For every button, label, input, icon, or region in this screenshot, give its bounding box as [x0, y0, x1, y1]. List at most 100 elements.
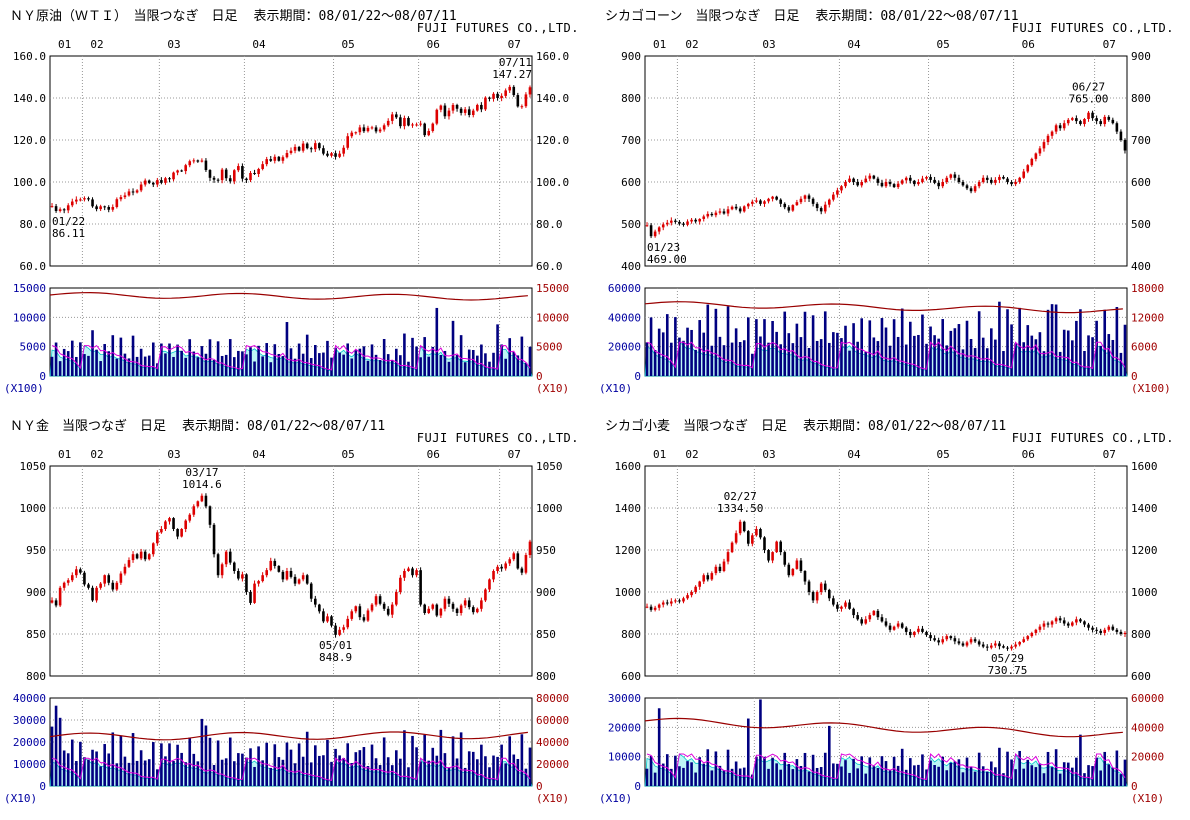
- svg-text:160.0: 160.0: [13, 50, 46, 63]
- svg-text:01: 01: [58, 38, 71, 51]
- svg-text:147.27: 147.27: [492, 68, 532, 81]
- svg-text:06/27: 06/27: [1072, 81, 1105, 94]
- oi-line: [51, 757, 531, 781]
- svg-text:730.75: 730.75: [988, 664, 1028, 677]
- price-volume-chart: 1050 1050 1000 1000 950 950 900 900 850 850 800 800…: [4, 448, 569, 805]
- month-labels: 01 02 03 04 05 06 07: [653, 448, 1116, 461]
- volume-panel: [49, 291, 533, 377]
- svg-text:18000: 18000: [1131, 282, 1164, 295]
- svg-text:07: 07: [508, 448, 521, 461]
- company-name: FUJI FUTURES CO.,LTD.: [1011, 431, 1174, 445]
- svg-text:02/27: 02/27: [724, 490, 757, 503]
- svg-text:140.0: 140.0: [536, 92, 569, 105]
- svg-text:500: 500: [621, 218, 641, 231]
- svg-text:400: 400: [1131, 260, 1151, 273]
- candles: [645, 519, 1127, 651]
- month-labels: 01 02 03 04 05 06 07: [653, 38, 1116, 51]
- svg-text:1000: 1000: [20, 502, 47, 515]
- company-name: FUJI FUTURES CO.,LTD.: [416, 21, 579, 35]
- axis-labels: 1600 1600 1400 1400 1200 1200 1000 1000 800 800 60…: [599, 460, 1164, 805]
- svg-text:700: 700: [1131, 134, 1151, 147]
- chart-title: ＮＹ金 当限つなぎ 日足: [10, 419, 167, 434]
- svg-text:(X10): (X10): [1131, 792, 1164, 805]
- svg-text:07: 07: [1103, 38, 1116, 51]
- chart-title: シカゴ小麦 当限つなぎ 日足: [605, 419, 788, 434]
- svg-text:(X10): (X10): [536, 792, 569, 805]
- svg-text:1050: 1050: [536, 460, 563, 473]
- svg-text:800: 800: [1131, 628, 1151, 641]
- svg-text:05: 05: [937, 448, 950, 461]
- total-oi-line: [49, 731, 528, 741]
- svg-text:01/23: 01/23: [647, 241, 680, 254]
- svg-text:1400: 1400: [615, 502, 642, 515]
- svg-text:06: 06: [1022, 38, 1035, 51]
- svg-text:06: 06: [427, 38, 440, 51]
- svg-text:02: 02: [90, 38, 103, 51]
- svg-text:02: 02: [685, 38, 698, 51]
- svg-text:1014.6: 1014.6: [182, 478, 222, 491]
- svg-text:0: 0: [1131, 370, 1138, 383]
- svg-text:100.0: 100.0: [536, 176, 569, 189]
- chart-header: シカゴ小麦 当限つなぎ 日足 表示期間：08/01/22～08/07/11: [605, 415, 1006, 434]
- svg-text:60000: 60000: [608, 282, 641, 295]
- chart-title: シカゴコーン 当限つなぎ 日足: [605, 9, 800, 24]
- svg-text:01: 01: [58, 448, 71, 461]
- company-name: FUJI FUTURES CO.,LTD.: [1011, 21, 1174, 35]
- svg-text:1000: 1000: [615, 586, 642, 599]
- chart-title: ＮＹ原油（ＷＴＩ） 当限つなぎ 日足: [10, 9, 238, 24]
- svg-text:03: 03: [762, 448, 775, 461]
- svg-text:900: 900: [621, 50, 641, 63]
- svg-text:1050: 1050: [20, 460, 47, 473]
- svg-text:01: 01: [653, 448, 666, 461]
- price-volume-chart: 1600 1600 1400 1400 1200 1200 1000 1000 800 800 60…: [599, 448, 1164, 805]
- svg-text:40000: 40000: [13, 692, 46, 705]
- oi-line: [646, 752, 1126, 781]
- svg-text:850: 850: [26, 628, 46, 641]
- svg-text:900: 900: [536, 586, 556, 599]
- svg-text:07: 07: [508, 38, 521, 51]
- svg-text:800: 800: [621, 92, 641, 105]
- svg-text:30000: 30000: [13, 714, 46, 727]
- svg-text:60.0: 60.0: [536, 260, 563, 273]
- svg-text:03: 03: [167, 448, 180, 461]
- svg-text:04: 04: [847, 448, 861, 461]
- total-oi-line: [49, 291, 528, 301]
- oi-line: [646, 341, 1126, 370]
- svg-text:600: 600: [621, 670, 641, 683]
- svg-text:04: 04: [252, 448, 266, 461]
- svg-text:12000: 12000: [1131, 311, 1164, 324]
- svg-text:0: 0: [39, 780, 46, 793]
- svg-text:1200: 1200: [1131, 544, 1158, 557]
- svg-text:03/17: 03/17: [185, 466, 218, 479]
- svg-text:469.00: 469.00: [647, 253, 687, 266]
- svg-text:6000: 6000: [1131, 341, 1158, 354]
- svg-text:800: 800: [26, 670, 46, 683]
- svg-text:800: 800: [536, 670, 556, 683]
- svg-text:(X10): (X10): [536, 382, 569, 395]
- svg-text:120.0: 120.0: [536, 134, 569, 147]
- svg-text:40000: 40000: [536, 736, 569, 749]
- axis-labels: 1050 1050 1000 1000 950 950 900 900 850 850 800 800…: [4, 460, 569, 805]
- svg-text:1200: 1200: [615, 544, 642, 557]
- svg-text:20000: 20000: [608, 341, 641, 354]
- chart-panel-chicago-wheat: シカゴ小麦 当限つなぎ 日足 表示期間：08/01/22～08/07/11 FUJ…: [595, 410, 1190, 820]
- svg-text:700: 700: [621, 134, 641, 147]
- display-period: 表示期間：08/01/22～08/07/11: [253, 9, 457, 24]
- svg-text:(X10): (X10): [599, 792, 632, 805]
- chart-header: シカゴコーン 当限つなぎ 日足 表示期間：08/01/22～08/07/11: [605, 5, 1019, 24]
- svg-text:765.00: 765.00: [1069, 93, 1109, 106]
- svg-text:400: 400: [621, 260, 641, 273]
- svg-text:5000: 5000: [536, 341, 563, 354]
- volume-panel: [644, 699, 1128, 787]
- svg-text:01/22: 01/22: [52, 215, 85, 228]
- month-labels: 01 02 03 04 05 06 07: [58, 38, 521, 51]
- svg-text:10000: 10000: [13, 758, 46, 771]
- svg-text:(X100): (X100): [1131, 382, 1171, 395]
- svg-text:0: 0: [536, 370, 543, 383]
- svg-text:0: 0: [39, 370, 46, 383]
- svg-text:86.11: 86.11: [52, 227, 85, 240]
- oi-line: [51, 344, 531, 371]
